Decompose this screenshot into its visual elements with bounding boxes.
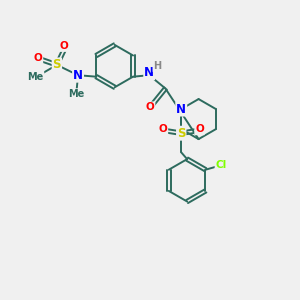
Text: O: O [60,41,69,51]
Text: Me: Me [68,89,85,99]
Text: N: N [144,66,154,80]
Text: N: N [176,103,186,116]
Text: Cl: Cl [215,160,227,170]
Text: Me: Me [27,72,44,82]
Text: S: S [52,58,61,71]
Text: O: O [159,124,167,134]
Text: H: H [153,61,161,71]
Text: O: O [146,102,154,112]
Text: O: O [195,124,204,134]
Text: N: N [73,69,83,82]
Text: S: S [177,127,185,140]
Text: O: O [34,53,42,63]
